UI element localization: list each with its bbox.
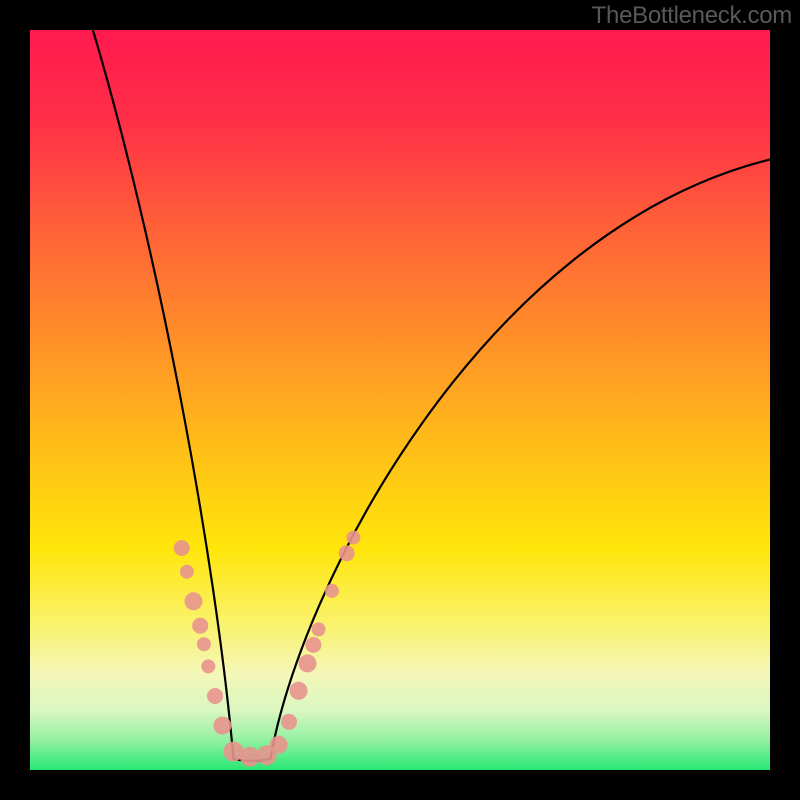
bottleneck-chart-svg (30, 30, 770, 770)
data-point (174, 540, 190, 556)
data-point (339, 545, 355, 561)
data-point (346, 531, 360, 545)
data-point (207, 688, 223, 704)
data-point (312, 622, 326, 636)
data-point (180, 565, 194, 579)
data-point (299, 654, 317, 672)
plot-area (30, 30, 770, 770)
data-point (281, 714, 297, 730)
data-point (240, 747, 260, 767)
data-point (213, 717, 231, 735)
data-point (192, 618, 208, 634)
data-point (270, 736, 288, 754)
data-point (290, 682, 308, 700)
data-point (185, 592, 203, 610)
data-point (201, 659, 215, 673)
watermark-text: TheBottleneck.com (592, 2, 792, 30)
gradient-background (30, 30, 770, 770)
chart-root: TheBottleneck.com (0, 0, 800, 800)
data-point (197, 637, 211, 651)
data-point (325, 584, 339, 598)
data-point (305, 637, 321, 653)
